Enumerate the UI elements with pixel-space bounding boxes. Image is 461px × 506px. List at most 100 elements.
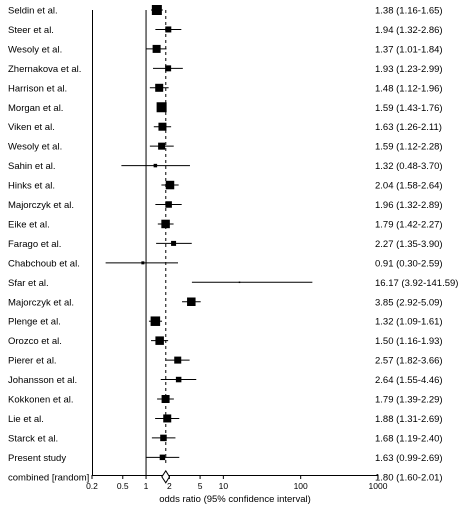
study-label: Viken et al. [8,122,55,133]
point-estimate-square [141,261,145,265]
study-label: Orozco et al. [8,336,62,347]
study-row: Chabchoub et al. 0.91 (0.30-2.59) [8,258,443,269]
study-estimate-text: 1.32 (0.48-3.70) [375,161,443,172]
study-row: Seldin et al. 1.38 (1.16-1.65) [8,5,443,17]
study-label: Seldin et al. [8,6,58,17]
study-estimate-text: 1.79 (1.42-2.27) [375,219,443,230]
study-estimate-text: 1.68 (1.19-2.40) [375,433,443,444]
combined-estimate-text: 1.80 (1.60-2.01) [375,472,443,483]
study-label: Wesoly et al. [8,44,62,55]
study-estimate-text: 1.63 (0.99-2.69) [375,453,443,464]
point-estimate-square [153,163,158,168]
study-label: Sahin et al. [8,161,56,172]
study-label: Sfar et al. [8,278,49,289]
study-row: Johansson et al. 2.64 (1.55-4.46) [8,375,443,386]
study-estimate-text: 1.59 (1.12-2.28) [375,142,443,153]
study-estimate-text: 1.59 (1.43-1.76) [375,103,443,114]
study-estimate-text: 1.50 (1.16-1.93) [375,336,443,347]
study-label: Morgan et al. [8,103,63,114]
study-row: Plenge et al. 1.32 (1.09-1.61) [8,316,443,328]
study-label: Steer et al. [8,25,54,36]
point-estimate-square [163,414,172,423]
study-label: Kokkonen et al. [8,395,74,406]
study-label: Wesoly et al. [8,142,62,153]
study-label: Eike et al. [8,219,50,230]
x-tick-label: 10 [219,481,229,491]
study-estimate-text: 1.63 (1.26-2.11) [375,122,442,133]
study-row: Eike et al. 1.79 (1.42-2.27) [8,219,443,230]
study-label: Chabchoub et al. [8,258,80,269]
study-estimate-text: 2.27 (1.35-3.90) [375,239,443,250]
study-estimate-text: 1.32 (1.09-1.61) [375,317,443,328]
study-row: Steer et al. 1.94 (1.32-2.86) [8,25,443,36]
study-row: Sahin et al. 1.32 (0.48-3.70) [8,161,443,172]
point-estimate-square [161,219,170,229]
point-estimate-square [165,65,172,72]
x-axis-label: odds ratio (95% confidence interval) [159,494,311,505]
point-estimate-square [152,44,161,53]
study-estimate-text: 1.93 (1.23-2.99) [375,64,443,75]
study-row: Pierer et al. 2.57 (1.82-3.66) [8,356,443,367]
axis-layer: 0.2 0.5 1 2 5 10 100 1000 [86,10,388,491]
x-tick-label: 0.5 [117,481,129,491]
study-row: Morgan et al. 1.59 (1.43-1.76) [8,102,443,114]
study-row: Hinks et al. 2.04 (1.58-2.64) [8,181,443,192]
point-estimate-square [159,454,166,461]
point-estimate-square [156,102,167,113]
study-row: Starck et al. 1.68 (1.19-2.40) [8,433,443,444]
study-row: Farago et al. 2.27 (1.35-3.90) [8,239,443,250]
study-row: Majorczyk et al. 1.96 (1.32-2.89) [8,200,443,211]
study-label: Starck et al. [8,433,58,444]
x-tick-label: 100 [294,481,308,491]
study-label: Majorczyk et al. [8,200,74,211]
study-estimate-text: 1.96 (1.32-2.89) [375,200,443,211]
study-label: Plenge et al. [8,317,61,328]
study-row: Orozco et al. 1.50 (1.16-1.93) [8,336,443,347]
study-row: Kokkonen et al. 1.79 (1.39-2.29) [8,395,443,406]
study-estimate-text: 1.88 (1.31-2.69) [375,414,443,425]
study-label: Pierer et al. [8,356,57,367]
study-row: Harrison et al. 1.48 (1.12-1.96) [8,83,443,94]
study-label: Lie et al. [8,414,44,425]
point-estimate-square [187,297,196,306]
combined-row: combined [random] 1.80 (1.60-2.01) [8,469,443,484]
combined-label: combined [random] [8,472,89,483]
point-estimate-square [175,376,182,383]
study-estimate-text: 16.17 (3.92-141.59) [375,278,458,289]
study-row: Wesoly et al. 1.59 (1.12-2.28) [8,142,443,153]
x-tick-label: 5 [198,481,203,491]
study-estimate-text: 1.79 (1.39-2.29) [375,395,443,406]
x-tick-label: 1000 [369,481,388,491]
combined-diamond [161,469,171,484]
point-estimate-square [238,281,241,284]
point-estimate-square [165,26,172,33]
point-estimate-square [165,180,175,190]
study-label: Hinks et al. [8,181,55,192]
study-row: Sfar et al. 16.17 (3.92-141.59) [8,278,458,289]
point-estimate-square [165,201,172,208]
point-estimate-square [160,434,167,442]
point-estimate-square [158,122,167,131]
study-estimate-text: 1.37 (1.01-1.84) [375,44,443,55]
study-estimate-text: 2.57 (1.82-3.66) [375,356,443,367]
study-label: Johansson et al. [8,375,77,386]
study-row: Present study 1.63 (0.99-2.69) [8,453,443,464]
point-estimate-square [151,5,162,15]
study-label: Majorczyk et al. [8,297,74,308]
study-row: Majorczyk et al. 3.85 (2.92-5.09) [8,297,443,308]
study-label: Harrison et al. [8,83,67,94]
study-estimate-text: 2.04 (1.58-2.64) [375,181,443,192]
study-label: Present study [8,453,66,464]
point-estimate-square [171,240,177,246]
study-estimate-text: 3.85 (2.92-5.09) [375,297,443,308]
study-label: Zhernakova et al. [8,64,81,75]
study-rows: Seldin et al. 1.38 (1.16-1.65) Steer et al… [8,5,458,484]
point-estimate-square [155,83,164,92]
x-tick-label: 0.2 [86,481,98,491]
study-row: Viken et al. 1.63 (1.26-2.11) [8,122,442,133]
study-estimate-text: 1.38 (1.16-1.65) [375,6,443,17]
study-estimate-text: 1.94 (1.32-2.86) [375,25,443,36]
study-label: Farago et al. [8,239,61,250]
study-row: Wesoly et al. 1.37 (1.01-1.84) [8,44,443,55]
